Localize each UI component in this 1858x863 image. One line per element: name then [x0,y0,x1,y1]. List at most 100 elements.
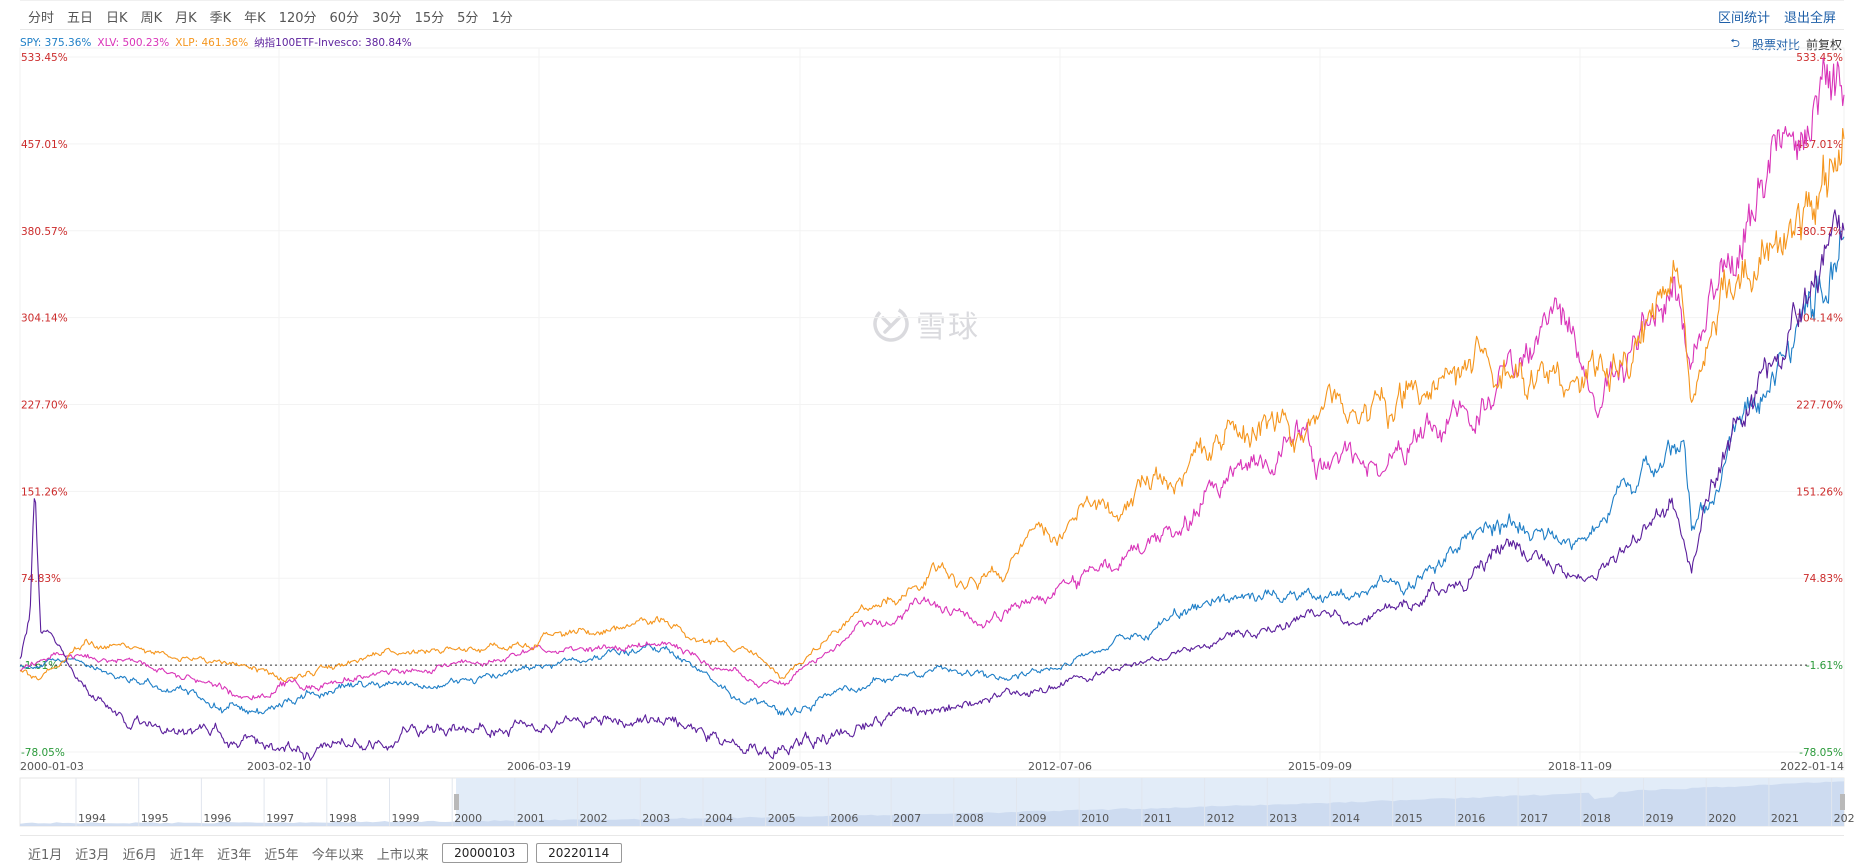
range-buttons: 近1月 近3月 近6月 近1年 近3年 近5年 今年以来 上市以来 [28,843,630,863]
period-tab[interactable]: 30分 [372,11,402,26]
y-tick-label-right: 227.70% [1796,400,1843,412]
period-tab[interactable]: 季K [209,11,232,26]
y-tick-label-right: 74.83% [1803,573,1843,585]
navigator-year-label: 1996 [203,812,231,825]
xueqiu-watermark: 雪球 [872,302,980,346]
range-button[interactable]: 近1月 [28,847,63,863]
navigator-year-label: 2008 [956,812,984,825]
navigator-year-label: 2018 [1583,812,1611,825]
x-tick-label: 2006-03-19 [507,760,571,773]
period-tab[interactable]: 周K [140,11,163,26]
xueqiu-logo-icon [873,306,909,342]
x-tick-label: 2003-02-10 [247,760,311,773]
period-tab[interactable]: 60分 [329,11,360,26]
y-tick-label-right: 304.14% [1796,313,1843,325]
y-tick-label-left: -78.05% [21,747,65,759]
range-button[interactable]: 今年以来 [311,847,364,863]
navigator-year-label: 2009 [1019,812,1047,825]
range-bar: 近1月 近3月 近6月 近1年 近3年 近5年 今年以来 上市以来 [20,835,1844,863]
x-tick-label: 2000-01-03 [20,760,84,773]
period-tab[interactable]: 月K [175,11,197,26]
exit-fullscreen-button[interactable]: 退出全屏 [1783,11,1836,26]
legend-item: 纳指100ETF-Invesco: 380.84% [254,37,412,49]
y-tick-label-right: 380.57% [1796,226,1843,238]
navigator-year-label: 1998 [329,812,357,825]
navigator-year-label: 2021 [1771,812,1799,825]
y-tick-label-right: -78.05% [1799,747,1843,759]
navigator-year-label: 2016 [1457,812,1485,825]
period-tab[interactable]: 日K [106,11,128,26]
period-tab[interactable]: 120分 [278,11,317,26]
period-tab[interactable]: 1分 [491,11,513,26]
navigator-year-label: 2004 [705,812,733,825]
navigator-year-label: 202 [1834,812,1855,825]
navigator-left-handle[interactable] [454,794,459,810]
navigator-year-label: 2000 [454,812,482,825]
navigator-year-label: 2006 [830,812,858,825]
navigator-year-label: 2020 [1708,812,1736,825]
navigator-year-label: 2010 [1081,812,1109,825]
watermark-text: 雪球 [916,310,980,345]
series-line--100etf-invesco [19,209,1845,761]
navigator-year-label: 2019 [1646,812,1674,825]
navigator-right-handle[interactable] [1840,794,1845,810]
y-tick-label-right: 457.01% [1796,139,1843,151]
y-tick-label-right: 533.45% [1796,52,1843,64]
series-line-xlp [19,127,1845,683]
navigator-year-label: 2014 [1332,812,1360,825]
range-button[interactable]: 上市以来 [376,847,429,863]
period-tab[interactable]: 年K [244,11,266,26]
y-tick-label-left: -1.61% [21,660,58,672]
y-tick-label-left: 533.45% [21,52,68,64]
series-line-spy [19,229,1845,716]
period-tabs: 分时 五日 日K 周K 月K 季K 年K 120分 60分 30分 15分 5分 1分 [28,7,526,26]
plot-frame [19,47,1845,771]
y-tick-label-right: -1.61% [1806,660,1843,672]
navigator-year-label: 2011 [1144,812,1172,825]
y-tick-label-left: 457.01% [21,139,68,151]
range-button[interactable]: 近1年 [169,847,205,863]
navigator-year-label: 2005 [768,812,796,825]
navigator-year-label: 2007 [893,812,921,825]
legend-item: XLV: 500.23% [97,37,170,49]
period-tab[interactable]: 分时 [28,11,55,26]
x-tick-label: 2009-05-13 [768,760,832,773]
period-tab[interactable]: 15分 [414,11,445,26]
back-arrow-icon[interactable]: ⮌ [1730,36,1740,50]
y-tick-label-left: 227.70% [21,400,68,412]
y-tick-label-left: 151.26% [21,486,68,498]
navigator-year-label: 1997 [266,812,294,825]
navigator-area [20,781,1844,826]
range-button[interactable]: 近3月 [75,847,110,863]
range-button[interactable]: 近6月 [122,847,157,863]
range-button[interactable]: 近5年 [264,847,299,863]
navigator-year-label: 2015 [1395,812,1423,825]
start-date-input[interactable] [441,843,528,863]
x-tick-label: 2022-01-14 [1780,760,1844,773]
y-tick-label-left: 304.14% [21,313,68,325]
range-button[interactable]: 近3年 [217,847,252,863]
period-tab[interactable]: 五日 [67,11,94,26]
y-tick-label-left: 74.83% [21,573,61,585]
toolbar-actions: 区间统计 退出全屏 [1704,7,1836,26]
x-tick-label: 2012-07-06 [1028,760,1092,773]
navigator-year-label: 1999 [392,812,420,825]
y-tick-label-right: 151.26% [1796,486,1843,498]
navigator-year-label: 1994 [78,812,106,825]
navigator-year-label: 2001 [517,812,545,825]
navigator-year-label: 2012 [1207,812,1235,825]
navigator-year-label: 2002 [580,812,608,825]
navigator-year-label: 1995 [141,812,169,825]
x-tick-label: 2018-11-09 [1548,760,1612,773]
legend-item: SPY: 375.36% [20,37,92,49]
period-tab[interactable]: 5分 [457,11,479,26]
x-tick-label: 2015-09-09 [1288,760,1352,773]
end-date-input[interactable] [535,843,622,863]
navigator-year-label: 2017 [1520,812,1548,825]
series-legend: SPY: 375.36% XLV: 500.23% XLP: 461.36% 纳指10… [20,35,418,50]
navigator-year-label: 2013 [1269,812,1297,825]
y-tick-label-left: 380.57% [21,226,68,238]
legend-item: XLP: 461.36% [175,37,249,49]
period-toolbar: 分时 五日 日K 周K 月K 季K 年K 120分 60分 30分 15分 5分 1分 区间统计 退出全… [20,0,1844,30]
interval-stats-button[interactable]: 区间统计 [1717,11,1770,26]
